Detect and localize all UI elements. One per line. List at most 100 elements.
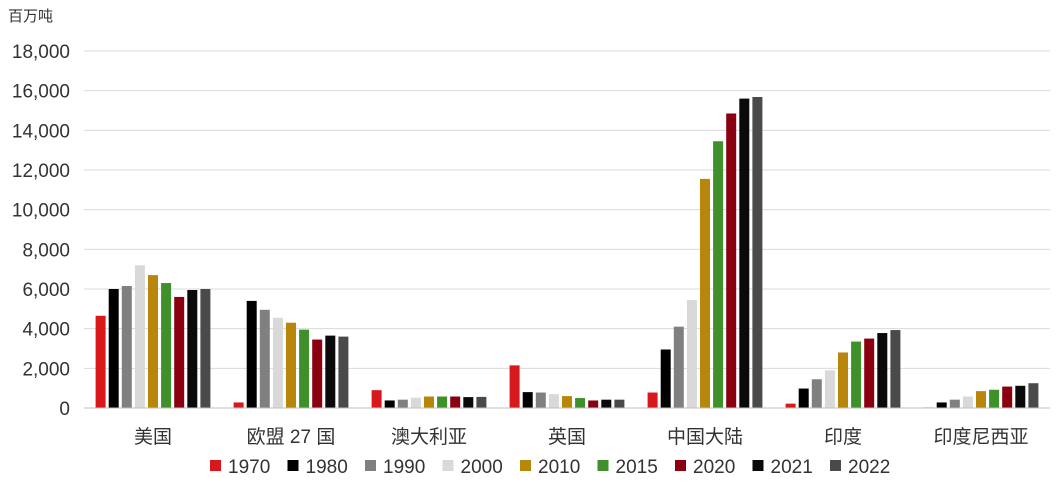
bar	[588, 400, 599, 408]
y-tick-label: 8,000	[22, 240, 70, 261]
bar	[174, 296, 185, 408]
y-tick-label: 18,000	[12, 42, 70, 63]
bar	[134, 265, 145, 408]
bar	[673, 326, 684, 408]
legend-swatch	[830, 460, 841, 471]
bar	[121, 286, 132, 408]
x-category-label: 中国大陆	[667, 426, 743, 448]
legend-label: 2020	[693, 457, 735, 478]
bar	[272, 317, 283, 408]
bar	[864, 338, 875, 408]
bar	[752, 97, 763, 408]
legend-label: 2021	[771, 457, 813, 478]
bar	[384, 400, 395, 408]
bar	[476, 396, 487, 408]
bar	[614, 399, 625, 408]
legend-label: 1970	[228, 457, 270, 478]
bar	[739, 98, 750, 408]
bar	[1015, 385, 1026, 408]
bar	[877, 333, 888, 408]
bar	[949, 399, 960, 408]
bar	[161, 283, 172, 408]
bar	[962, 396, 973, 408]
legend: 1970 1980 1990 2000 2010 2015 2020 2021 2022	[210, 457, 890, 478]
legend-swatch	[520, 460, 531, 471]
x-category-label: 印度	[824, 426, 862, 448]
bar	[851, 341, 862, 408]
x-axis-category-labels: 美国 欧盟 27 国 澳大利亚 英国 中国大陆 印度 印度尼西亚	[134, 426, 1029, 448]
y-tick-label: 14,000	[12, 121, 70, 142]
y-tick-label: 10,000	[12, 201, 70, 222]
x-category-label: 英国	[548, 426, 586, 448]
legend-swatch	[210, 460, 221, 471]
y-tick-label: 6,000	[22, 280, 70, 301]
y-tick-label: 0	[59, 399, 70, 420]
bars	[95, 97, 1039, 409]
y-tick-label: 2,000	[22, 359, 70, 380]
x-category-label: 欧盟 27 国	[247, 426, 336, 448]
bar	[890, 330, 901, 408]
bar	[726, 113, 737, 408]
bar	[700, 178, 710, 408]
bar	[785, 403, 796, 408]
bar	[535, 392, 546, 408]
bar	[200, 289, 211, 408]
bar	[1028, 383, 1039, 408]
bar	[286, 322, 296, 408]
legend-swatch	[675, 460, 686, 471]
bar	[838, 352, 848, 408]
legend-label: 2000	[461, 457, 503, 478]
bar	[450, 396, 461, 408]
legend-label: 1990	[383, 457, 425, 478]
x-category-label: 印度尼西亚	[933, 426, 1028, 448]
bar	[148, 275, 158, 408]
bar	[95, 315, 106, 408]
bar	[325, 335, 336, 408]
bar	[601, 399, 612, 408]
bar	[397, 399, 408, 408]
bar	[259, 309, 270, 408]
legend-label: 2022	[848, 457, 890, 478]
y-axis-tick-labels: 0 2,000 4,000 6,000 8,000 10,000 12,000 14,000 1…	[12, 42, 70, 420]
bar	[548, 394, 559, 408]
bar	[424, 396, 434, 408]
bar	[522, 392, 533, 408]
y-tick-label: 16,000	[12, 82, 70, 103]
bar	[299, 329, 310, 408]
bar	[562, 396, 572, 408]
bar	[989, 389, 1000, 408]
legend-swatch	[365, 460, 376, 471]
bar	[108, 289, 119, 408]
bar	[233, 402, 244, 408]
bar	[437, 396, 448, 408]
bar	[463, 397, 474, 408]
legend-swatch	[287, 460, 299, 471]
bar	[575, 398, 586, 408]
legend-label: 2010	[538, 457, 580, 478]
legend-swatch	[752, 460, 764, 471]
bar	[811, 379, 822, 408]
x-category-label: 美国	[134, 426, 172, 448]
bar	[824, 370, 835, 408]
bar	[976, 391, 986, 408]
bar	[338, 336, 349, 408]
bar	[410, 397, 421, 408]
bar	[713, 141, 724, 409]
gridlines	[84, 50, 1050, 369]
bar	[660, 349, 671, 408]
bar	[312, 339, 323, 408]
bar	[1002, 386, 1013, 408]
y-tick-label: 4,000	[22, 320, 70, 341]
unit-label: 百万吨	[8, 8, 53, 25]
bar	[187, 289, 198, 408]
bar	[371, 390, 382, 408]
bar	[647, 392, 658, 408]
legend-label: 1980	[306, 457, 348, 478]
bar	[686, 299, 697, 408]
x-category-label: 澳大利亚	[391, 426, 467, 448]
legend-swatch	[597, 460, 609, 471]
y-tick-label: 12,000	[12, 161, 70, 182]
legend-swatch	[442, 460, 454, 471]
